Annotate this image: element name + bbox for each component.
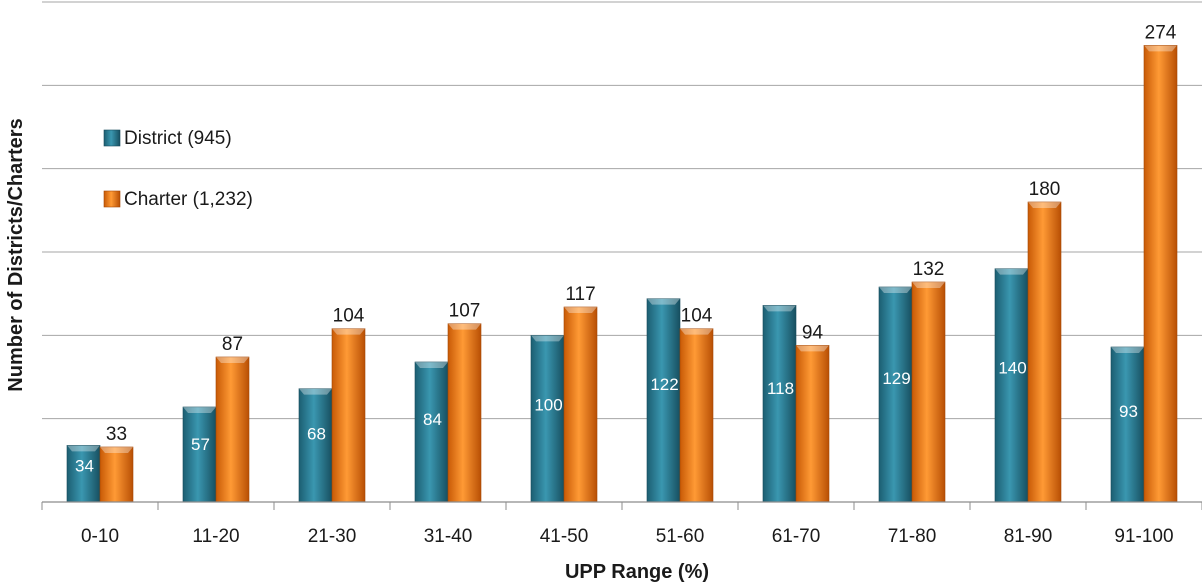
bar-cap [1028,202,1061,208]
data-label: 104 [681,306,713,327]
x-tick-label: 21-30 [308,526,357,547]
bar-cap [564,307,597,313]
bar-cap [1111,347,1144,353]
data-label: 180 [1029,179,1061,200]
bar-cap [332,328,365,335]
data-label: 122 [650,375,678,394]
data-label: 57 [191,435,210,454]
bar-district [1110,346,1145,503]
x-tick-label: 81-90 [1004,526,1053,547]
bar-cap [647,298,680,305]
bar-district [182,406,217,503]
data-label: 100 [534,395,562,414]
legend-swatch [103,190,121,208]
x-tick-label: 41-50 [540,526,589,547]
data-label: 68 [307,425,326,444]
x-tick-label: 71-80 [888,526,937,547]
bar-cap [680,328,713,335]
data-label: 117 [565,284,595,305]
bar-cap [100,447,133,453]
data-label: 104 [333,306,365,327]
data-label: 129 [882,369,910,388]
bar-district [878,286,913,503]
bar-cap [183,407,216,413]
bars [66,45,1178,503]
x-tick-label: 31-40 [424,526,473,547]
bar-charter [1027,201,1062,503]
data-label: 84 [423,410,442,429]
bar-charter [331,328,366,503]
bar-cap [995,268,1028,275]
data-label: 107 [449,301,481,322]
bar-district [414,361,449,503]
data-label: 94 [802,322,824,343]
legend-label: District (945) [124,128,232,149]
bar-district [530,335,565,503]
data-label: 118 [767,379,794,398]
bar-charter [563,306,598,503]
data-label: 274 [1145,22,1177,43]
bar-charter [911,281,946,503]
bar-cap [216,357,249,363]
x-tick-label: 91-100 [1114,526,1173,547]
x-axis-title: UPP Range (%) [565,561,709,583]
bar-cap [531,335,564,342]
bar-district [762,305,797,503]
x-tick-label: 51-60 [656,526,705,547]
legend-label: Charter (1,232) [124,189,253,210]
legend: District (945) Charter (1,232) [103,128,253,210]
bar-charter [679,328,714,503]
data-label: 87 [222,334,243,355]
bar-district [298,388,333,503]
bar-district [646,298,681,503]
data-label: 93 [1119,402,1138,421]
x-axis: 0-10 11-20 21-30 31-40 41-50 51-60 61-70 71-80 8… [41,501,1202,547]
bar-cap [67,445,100,452]
bar-cap [879,287,912,293]
x-tick-label: 61-70 [772,526,821,547]
bar-cap [299,388,332,395]
bar-charter [795,345,830,503]
bar-charter [215,356,250,503]
data-labels: 34 33 57 87 68 104 84 107 100 117 122 104 118 94 129 13… [75,22,1177,475]
bar-charter [1143,45,1178,503]
bar-cap [912,282,945,288]
data-label: 140 [998,359,1026,378]
bar-cap [796,345,829,352]
x-tick-label: 11-20 [192,526,239,547]
y-axis-title: Number of Districts/Charters [5,118,27,391]
bar-cap [1144,45,1177,52]
bar-cap [415,362,448,368]
data-label: 132 [913,259,945,280]
bar-district [994,268,1029,503]
x-tick-label: 0-10 [81,526,119,547]
bar-charter [447,323,482,503]
bar-cap [448,323,481,330]
data-label: 34 [75,456,94,475]
data-label: 33 [106,424,127,445]
bar-charter [99,446,134,503]
legend-swatch [103,129,121,147]
bar-cap [763,305,796,312]
